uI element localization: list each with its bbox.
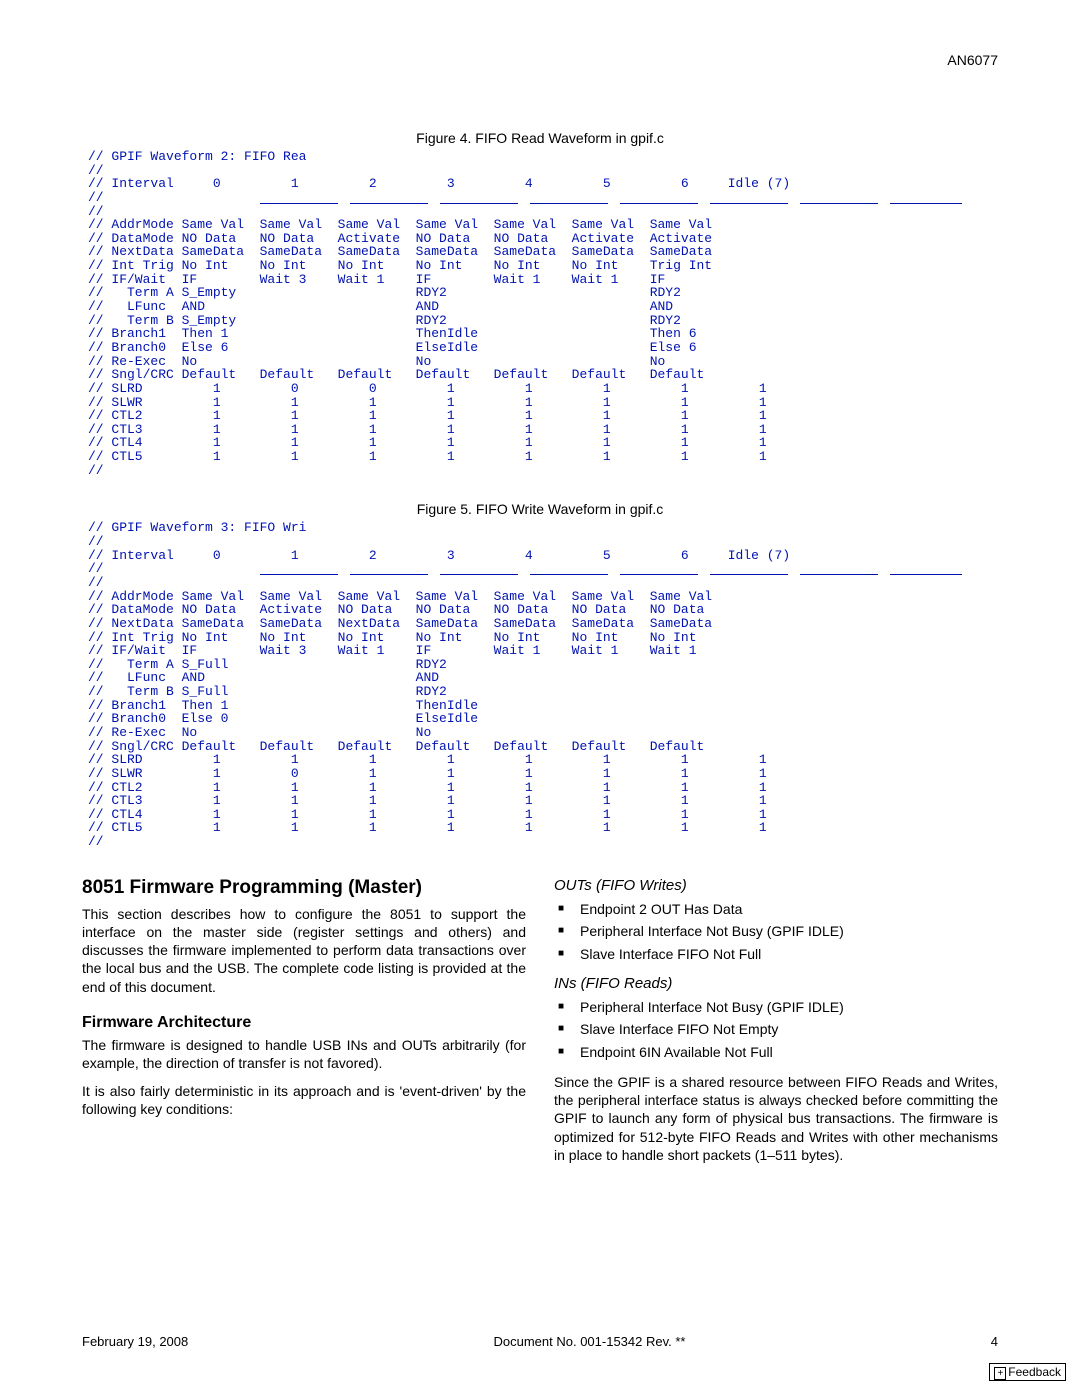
underline-row-4 xyxy=(260,200,962,204)
list-item: Slave Interface FIFO Not Full xyxy=(558,943,998,965)
right-column: OUTs (FIFO Writes) Endpoint 2 OUT Has Da… xyxy=(554,877,998,1174)
list-ins: Peripheral Interface Not Busy (GPIF IDLE… xyxy=(554,996,998,1063)
list-item: Peripheral Interface Not Busy (GPIF IDLE… xyxy=(558,996,998,1018)
heading-main: 8051 Firmware Programming (Master) xyxy=(82,877,526,899)
heading-ins: INs (FIFO Reads) xyxy=(554,975,998,992)
heading-outs: OUTs (FIFO Writes) xyxy=(554,877,998,894)
paragraph-intro: This section describes how to configure … xyxy=(82,905,526,996)
paragraph-arch2: It is also fairly deterministic in its a… xyxy=(82,1082,526,1118)
feedback-button[interactable]: +Feedback xyxy=(989,1363,1066,1381)
list-item: Endpoint 2 OUT Has Data xyxy=(558,898,998,920)
footer-docnum: Document No. 001-15342 Rev. ** xyxy=(494,1334,686,1349)
two-column-layout: 8051 Firmware Programming (Master) This … xyxy=(82,877,998,1174)
left-column: 8051 Firmware Programming (Master) This … xyxy=(82,877,526,1174)
plus-icon: + xyxy=(994,1367,1006,1380)
figure4-caption: Figure 4. FIFO Read Waveform in gpif.c xyxy=(82,130,998,146)
list-item: Peripheral Interface Not Busy (GPIF IDLE… xyxy=(558,920,998,942)
list-item: Endpoint 6IN Available Not Full xyxy=(558,1041,998,1063)
doc-id: AN6077 xyxy=(947,52,998,68)
page-footer: February 19, 2008 Document No. 001-15342… xyxy=(82,1334,998,1349)
heading-architecture: Firmware Architecture xyxy=(82,1014,526,1032)
underline-row-5 xyxy=(260,571,962,575)
list-item: Slave Interface FIFO Not Empty xyxy=(558,1018,998,1040)
figure5-caption: Figure 5. FIFO Write Waveform in gpif.c xyxy=(82,501,998,517)
paragraph-since: Since the GPIF is a shared resource betw… xyxy=(554,1073,998,1164)
footer-pagenum: 4 xyxy=(991,1334,998,1349)
list-outs: Endpoint 2 OUT Has Data Peripheral Inter… xyxy=(554,898,998,965)
feedback-label: Feedback xyxy=(1008,1365,1061,1379)
footer-date: February 19, 2008 xyxy=(82,1334,188,1349)
paragraph-arch1: The firmware is designed to handle USB I… xyxy=(82,1036,526,1072)
